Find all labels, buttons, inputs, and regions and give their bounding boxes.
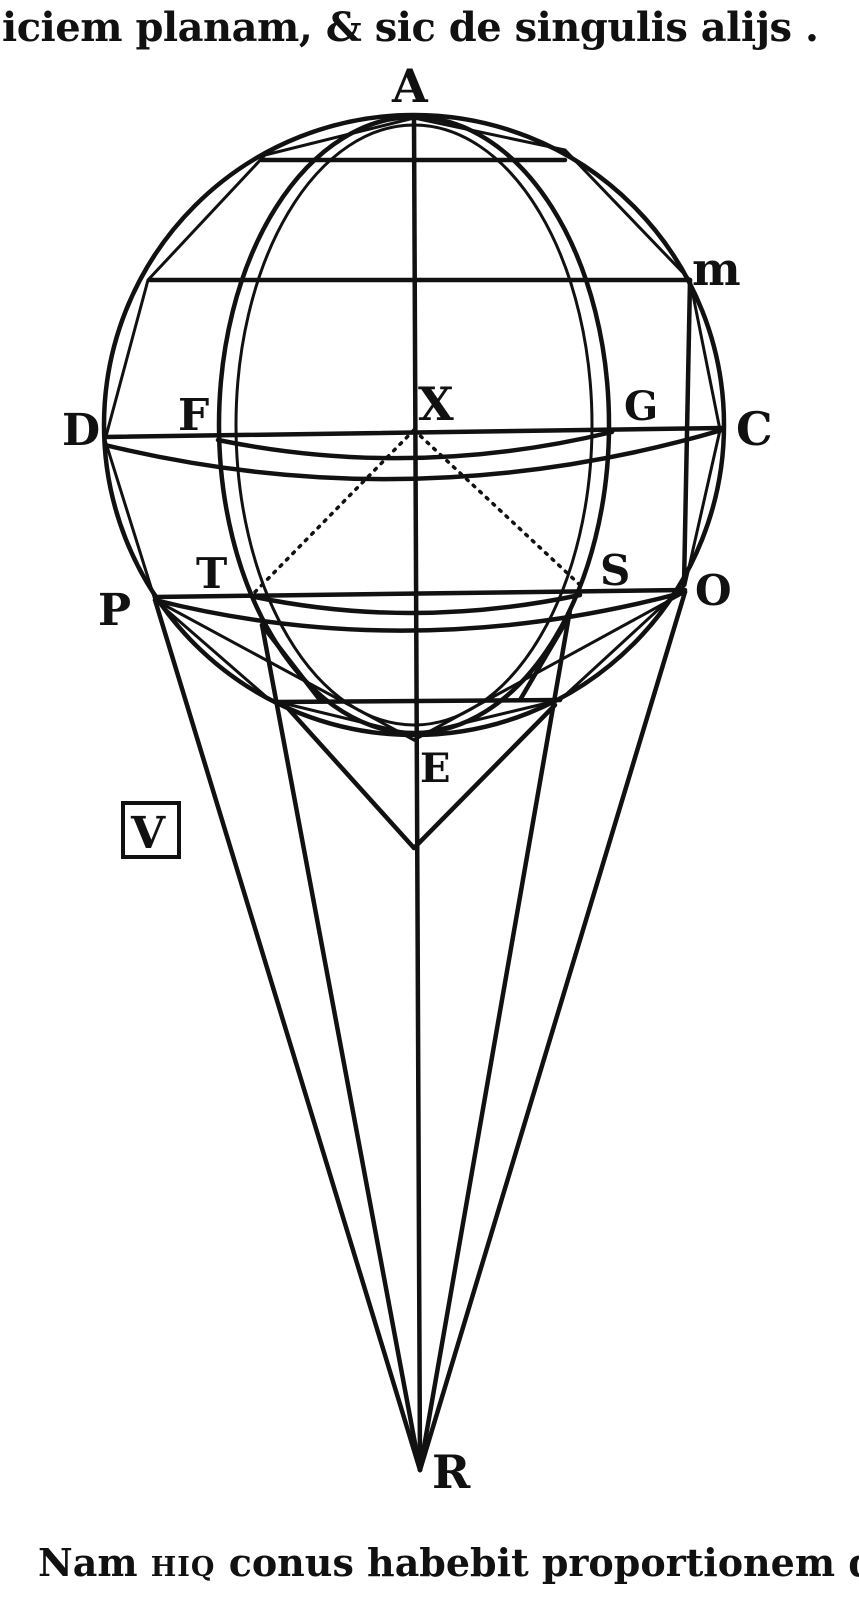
inner-meridian-2 [234,123,594,727]
label-e: E [420,745,451,792]
label-s: S [600,546,630,595]
equator-curve [102,427,725,482]
parallel-f-g [215,429,615,461]
label-r: R [432,1445,471,1499]
line-s-e [517,612,573,703]
bottom-text-line: Nam HIQ conus habebit proportionem dup [38,1538,859,1593]
line-p-e [153,598,416,742]
label-m: m [692,242,741,296]
dotted-x-t [253,428,416,594]
line-t-e [259,622,323,703]
line-m-o [681,277,693,588]
cone-left-outer [152,597,423,1473]
label-a: A [391,59,429,113]
bottom-text-prefix: Nam [38,1540,151,1585]
chord-p-o [152,587,688,600]
bottom-text-smallcaps: HIQ [150,1552,216,1583]
label-o: O [695,566,732,615]
dotted-x-s [412,428,582,587]
axis-a-r [411,115,423,1473]
label-x: X [418,377,454,431]
label-v: V [130,808,166,859]
cone-left-inner [259,622,423,1473]
label-f: F [178,390,209,441]
label-c: C [736,402,773,456]
bottom-text-suffix: conus habebit proportionem dup [215,1540,859,1585]
label-t: T [196,549,227,598]
label-p: P [98,585,131,636]
top-text-line: iciem planam, & sic de singulis alijs . [2,4,819,51]
inner-meridian [216,114,612,736]
line-o-e [412,590,687,742]
label-g: G [624,383,658,430]
parallel-t-s [252,592,583,616]
label-v-box [121,801,181,859]
chord-lower [272,697,563,705]
label-d: D [62,405,100,456]
parallel-p-o [152,589,688,633]
line-lower-left-apex [282,702,417,851]
cone-right-inner [417,607,573,1473]
cone-right-outer [417,589,688,1473]
line-lower-right-apex [411,702,558,851]
